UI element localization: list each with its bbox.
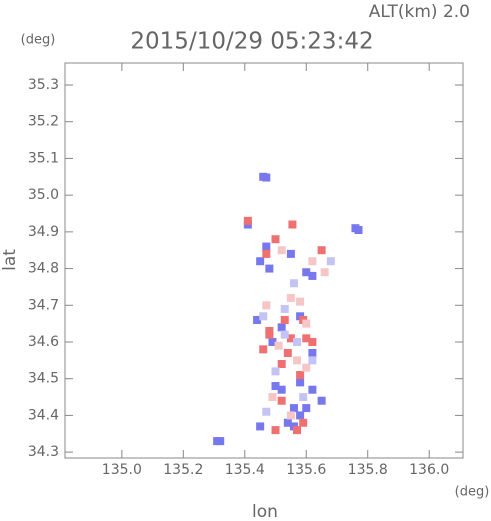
radar-cell	[317, 396, 326, 405]
radar-cell	[289, 279, 298, 288]
radar-cell	[296, 411, 305, 420]
radar-cell	[243, 216, 252, 225]
radar-cell	[265, 264, 274, 273]
radar-cell	[317, 246, 326, 255]
x-axis-label: lon	[252, 502, 278, 521]
y-tick-label: 34.8	[28, 261, 59, 277]
y-tick-label: 35.0	[28, 187, 59, 203]
radar-cell	[302, 319, 311, 328]
radar-cell	[286, 293, 295, 302]
radar-cell	[288, 220, 297, 229]
radar-cell	[259, 312, 268, 321]
radar-cell	[302, 404, 311, 413]
radar-cell	[286, 411, 295, 420]
chart-title: 2015/10/29 05:23:42	[130, 29, 373, 55]
radar-cell	[277, 323, 286, 332]
radar-cell	[293, 356, 302, 365]
radar-cell	[320, 268, 329, 277]
radar-cell	[268, 337, 277, 346]
radar-cell	[271, 426, 280, 435]
radar-cell	[308, 337, 317, 346]
x-tick-label: 135.2	[163, 462, 203, 478]
radar-cell	[262, 301, 271, 310]
radar-cell	[289, 404, 298, 413]
y-axis-label: lat	[0, 249, 20, 271]
radar-cell	[326, 257, 335, 266]
radar-cell	[280, 304, 289, 313]
radar-cell	[286, 249, 295, 258]
radar-cell	[286, 334, 295, 343]
x-unit: (deg)	[455, 485, 490, 500]
radar-cell	[277, 396, 286, 405]
y-tick-label: 34.4	[28, 407, 59, 423]
radar-cell	[308, 385, 317, 394]
radar-cell	[296, 371, 305, 380]
x-tick-label: 135.0	[102, 462, 142, 478]
radar-cell	[259, 345, 268, 354]
radar-cell	[274, 341, 283, 350]
y-unit: (deg)	[21, 33, 56, 48]
radar-cell	[283, 349, 292, 358]
radar-cell	[296, 297, 305, 306]
altitude-annotation: ALT(km) 2.0	[369, 2, 470, 22]
radar-cell	[268, 393, 277, 402]
radar-cell	[277, 246, 286, 255]
y-tick-label: 35.1	[28, 150, 59, 166]
y-tick-label: 34.5	[28, 371, 59, 387]
radar-cell	[296, 378, 305, 387]
y-tick-label: 35.3	[28, 77, 59, 93]
radar-cell	[277, 385, 286, 394]
radar-cell	[302, 363, 311, 372]
radar-cell	[280, 315, 289, 324]
x-tick-label: 136.0	[409, 462, 449, 478]
x-tick-label: 135.4	[225, 462, 265, 478]
radar-cell	[271, 367, 280, 376]
y-tick-label: 34.7	[28, 297, 59, 313]
radar-cell	[302, 268, 311, 277]
y-tick-label: 34.9	[28, 224, 59, 240]
radar-cell	[308, 349, 317, 358]
radar-cell	[293, 426, 302, 435]
y-tick-label: 34.3	[28, 444, 59, 460]
radar-cell	[216, 437, 225, 446]
radar-cell	[354, 226, 363, 235]
radar-cell	[262, 242, 271, 251]
radar-cell	[277, 360, 286, 369]
radar-cell	[283, 418, 292, 427]
radar-cell	[308, 257, 317, 266]
radar-cell	[293, 337, 302, 346]
radar-cell	[308, 271, 317, 280]
radar-cell	[302, 334, 311, 343]
y-tick-label: 35.2	[28, 114, 59, 130]
radar-cell	[265, 326, 274, 335]
radar-cell	[271, 235, 280, 244]
radar-cell	[280, 330, 289, 339]
radar-cell	[262, 173, 271, 182]
radar-cell	[253, 315, 262, 324]
radar-cell	[256, 422, 265, 431]
y-tick-label: 34.6	[28, 334, 59, 350]
radar-cell	[299, 393, 308, 402]
radar-cell	[271, 382, 280, 391]
radar-cell	[256, 257, 265, 266]
radar-cell	[308, 356, 317, 365]
radar-cell	[299, 418, 308, 427]
x-tick-label: 135.8	[348, 462, 388, 478]
radar-cell	[262, 407, 271, 416]
plot-frame	[64, 62, 464, 459]
radar-cell	[262, 249, 271, 258]
x-tick-label: 135.6	[286, 462, 326, 478]
